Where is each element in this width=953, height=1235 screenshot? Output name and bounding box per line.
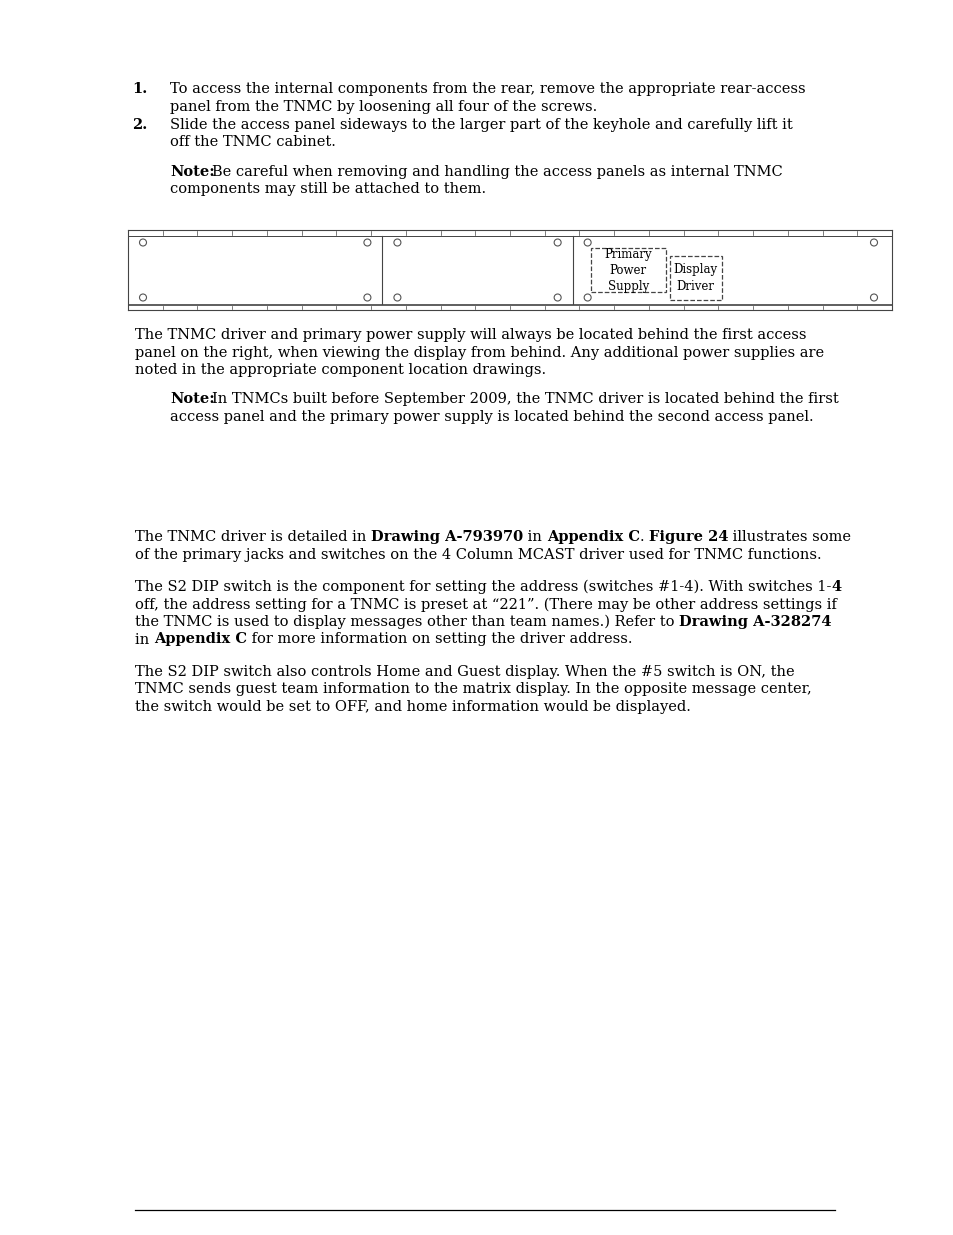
Text: components may still be attached to them.: components may still be attached to them… (170, 183, 486, 196)
Text: Primary
Power
Supply: Primary Power Supply (603, 247, 651, 293)
Text: 1.: 1. (132, 82, 147, 96)
Text: The TNMC driver is detailed in: The TNMC driver is detailed in (135, 530, 371, 543)
Text: Note:: Note: (170, 393, 214, 406)
Text: access panel and the primary power supply is located behind the second access pa: access panel and the primary power suppl… (170, 410, 813, 424)
Text: To access the internal components from the rear, remove the appropriate rear-acc: To access the internal components from t… (170, 82, 804, 96)
Text: Appendix C: Appendix C (546, 530, 639, 543)
Text: Drawing A-328274: Drawing A-328274 (679, 615, 831, 629)
Text: illustrates some: illustrates some (727, 530, 850, 543)
Text: 2.: 2. (132, 119, 147, 132)
Text: off, the address setting for a TNMC is preset at “221”. (There may be other addr: off, the address setting for a TNMC is p… (135, 598, 836, 611)
Bar (590, 248, 665, 291)
Bar (128, 230, 891, 236)
Text: the switch would be set to OFF, and home information would be displayed.: the switch would be set to OFF, and home… (135, 700, 690, 714)
Text: noted in the appropriate component location drawings.: noted in the appropriate component locat… (135, 363, 545, 377)
Bar (128, 305, 891, 310)
Text: The S2 DIP switch also controls Home and Guest display. When the #5 switch is ON: The S2 DIP switch also controls Home and… (135, 664, 794, 679)
Text: off the TNMC cabinet.: off the TNMC cabinet. (170, 136, 335, 149)
Text: .: . (639, 530, 648, 543)
Text: Drawing A-793970: Drawing A-793970 (371, 530, 522, 543)
Text: Display
Driver: Display Driver (673, 263, 717, 293)
Text: TNMC sends guest team information to the matrix display. In the opposite message: TNMC sends guest team information to the… (135, 683, 811, 697)
Text: panel on the right, when viewing the display from behind. Any additional power s: panel on the right, when viewing the dis… (135, 346, 823, 359)
Text: Appendix C: Appendix C (153, 632, 247, 646)
Text: 4: 4 (830, 580, 841, 594)
Text: Be careful when removing and handling the access panels as internal TNMC: Be careful when removing and handling th… (212, 165, 781, 179)
Text: for more information on setting the driver address.: for more information on setting the driv… (247, 632, 632, 646)
Text: Figure 24: Figure 24 (648, 530, 727, 543)
Text: Note:: Note: (170, 165, 214, 179)
Text: The TNMC driver and primary power supply will always be located behind the first: The TNMC driver and primary power supply… (135, 329, 805, 342)
Text: In TNMCs built before September 2009, the TNMC driver is located behind the firs: In TNMCs built before September 2009, th… (212, 393, 838, 406)
Text: in: in (135, 632, 153, 646)
Text: Slide the access panel sideways to the larger part of the keyhole and carefully : Slide the access panel sideways to the l… (170, 119, 792, 132)
Bar (669, 256, 720, 300)
Text: The S2 DIP switch is the component for setting the address (switches #1-4). With: The S2 DIP switch is the component for s… (135, 580, 830, 594)
Text: panel from the TNMC by loosening all four of the screws.: panel from the TNMC by loosening all fou… (170, 100, 597, 114)
Text: the TNMC is used to display messages other than team names.) Refer to: the TNMC is used to display messages oth… (135, 615, 679, 630)
Text: in: in (522, 530, 546, 543)
Text: of the primary jacks and switches on the 4 Column MCAST driver used for TNMC fun: of the primary jacks and switches on the… (135, 547, 821, 562)
